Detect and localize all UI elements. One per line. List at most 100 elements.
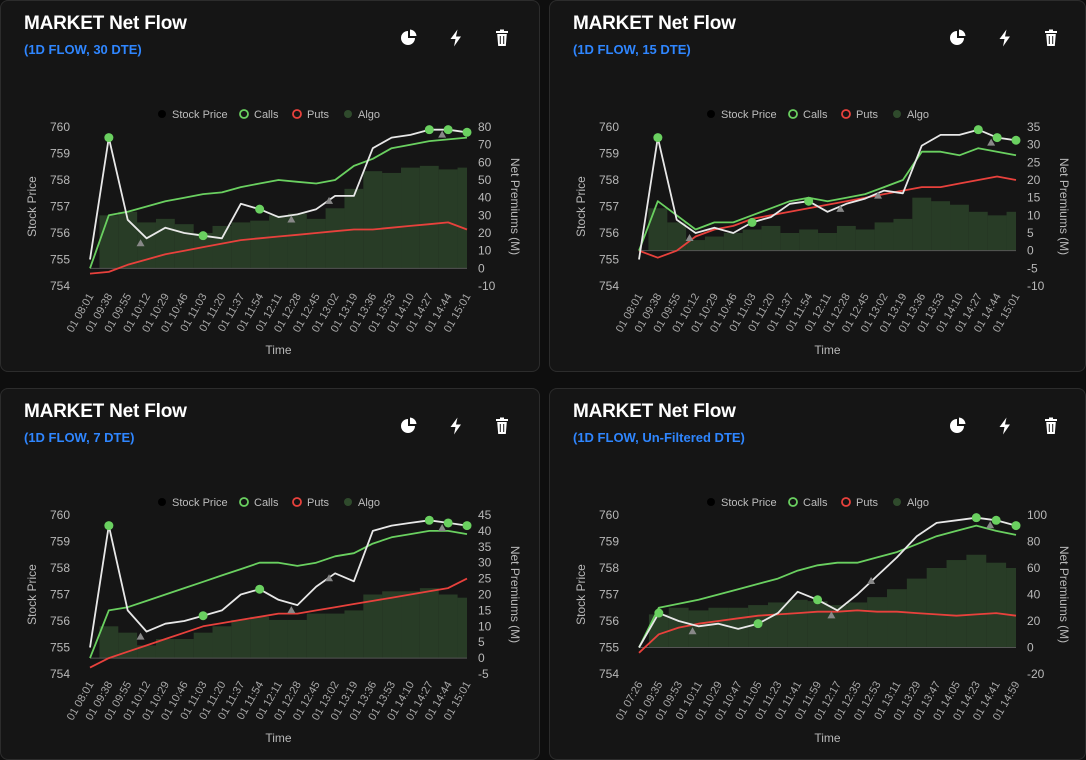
bolt-icon[interactable] xyxy=(995,28,1015,48)
algo-marker xyxy=(438,130,447,138)
trash-icon[interactable] xyxy=(1041,28,1061,48)
algo-bar xyxy=(419,165,439,269)
legend-label-puts: Puts xyxy=(307,497,330,509)
algo-marker xyxy=(688,627,697,635)
y2-tick-label: 20 xyxy=(1027,173,1041,187)
y2-tick-label: 10 xyxy=(478,619,492,633)
legend-marker-stock xyxy=(158,110,166,118)
algo-bar xyxy=(344,610,364,659)
legend-marker-puts xyxy=(841,109,851,119)
net-flow-chart: Stock Price Calls Puts Algo 760 759 758 757 756 7… xyxy=(574,109,1071,357)
calls-marker xyxy=(462,521,472,531)
y2-tick-label: 0 xyxy=(478,651,485,665)
algo-bar xyxy=(401,167,420,269)
algo-bar xyxy=(306,613,326,659)
algo-bar xyxy=(137,645,156,659)
algo-bar xyxy=(155,218,175,269)
algo-bar xyxy=(231,222,251,269)
y2-axis-title: Net Premiums (M) xyxy=(1057,546,1071,643)
calls-marker xyxy=(104,521,114,531)
stock-price-line xyxy=(89,128,468,260)
panel-subtitle: (1D FLOW, 15 DTE) xyxy=(573,42,691,57)
y-tick-label: 757 xyxy=(50,200,70,214)
bolt-icon[interactable] xyxy=(446,28,466,48)
algo-bar xyxy=(363,171,383,269)
trash-icon[interactable] xyxy=(492,416,512,436)
y-axis-title: Stock Price xyxy=(25,564,39,625)
algo-bar xyxy=(893,218,913,251)
y-tick-label: 758 xyxy=(599,561,619,575)
y-tick-label: 760 xyxy=(50,120,70,134)
algo-marker xyxy=(438,523,447,531)
legend-label-puts: Puts xyxy=(307,109,330,121)
pie-chart-icon[interactable] xyxy=(948,28,968,48)
y2-tick-label: 0 xyxy=(1027,244,1034,258)
chart-legend: Stock Price Calls Puts Algo xyxy=(707,497,929,509)
y-tick-label: 754 xyxy=(599,279,619,293)
bolt-icon[interactable] xyxy=(446,416,466,436)
bolt-icon[interactable] xyxy=(995,416,1015,436)
calls-line xyxy=(89,530,468,659)
algo-bar xyxy=(818,233,837,251)
algo-marker xyxy=(136,632,145,640)
algo-bar xyxy=(193,632,213,659)
legend-label-calls: Calls xyxy=(803,497,828,509)
legend-label-stock: Stock Price xyxy=(721,109,777,121)
legend-label-stock: Stock Price xyxy=(721,497,777,509)
y2-tick-label: 20 xyxy=(1027,614,1041,628)
x-axis-title: Time xyxy=(814,343,841,357)
y-tick-label: 758 xyxy=(50,561,70,575)
y2-axis-title: Net Premiums (M) xyxy=(1057,158,1071,255)
algo-bar xyxy=(231,619,251,659)
calls-marker xyxy=(992,133,1002,143)
legend-label-stock: Stock Price xyxy=(172,109,228,121)
y2-tick-label: 35 xyxy=(1027,120,1041,134)
legend-marker-calls xyxy=(239,497,249,507)
trash-icon[interactable] xyxy=(492,28,512,48)
legend-marker-algo xyxy=(344,110,352,118)
algo-bar xyxy=(457,167,467,269)
trash-icon[interactable] xyxy=(1041,416,1061,436)
puts-line xyxy=(89,221,468,275)
algo-bar xyxy=(780,233,800,251)
algo-bar xyxy=(382,591,402,659)
pie-chart-icon[interactable] xyxy=(399,416,419,436)
calls-marker xyxy=(753,619,763,629)
y-tick-label: 754 xyxy=(599,667,619,681)
puts-line xyxy=(638,175,1017,259)
algo-marker xyxy=(685,234,694,241)
algo-bar xyxy=(723,233,743,251)
y2-tick-label: -20 xyxy=(1027,667,1045,681)
y-axis-title: Stock Price xyxy=(574,176,588,237)
net-flow-chart: Stock Price Calls Puts Algo 760 759 758 757 756 7… xyxy=(25,109,522,357)
y2-tick-label: 60 xyxy=(1027,561,1041,575)
algo-bar xyxy=(742,229,762,251)
calls-marker xyxy=(654,608,664,618)
pie-chart-icon[interactable] xyxy=(399,28,419,48)
algo-bar xyxy=(118,211,138,269)
panel-subtitle: (1D FLOW, Un-Filtered DTE) xyxy=(573,430,745,445)
net-flow-panel-15dte: MARKET Net Flow (1D FLOW, 15 DTE) Stock … xyxy=(549,0,1086,372)
calls-marker xyxy=(747,217,757,227)
algo-bar xyxy=(807,601,828,648)
y-tick-label: 758 xyxy=(50,173,70,187)
y2-axis-title: Net Premiums (M) xyxy=(508,546,522,643)
y2-tick-label: 5 xyxy=(1027,226,1034,240)
calls-line xyxy=(638,147,1017,252)
algo-bar xyxy=(306,218,326,269)
algo-bar xyxy=(867,597,888,648)
stock-price-line xyxy=(89,519,468,648)
algo-bar xyxy=(787,599,808,648)
algo-marker xyxy=(867,576,876,584)
algo-bar xyxy=(767,602,788,648)
pie-chart-icon[interactable] xyxy=(948,416,968,436)
y2-tick-label: 40 xyxy=(478,191,492,205)
panel-subtitle: (1D FLOW, 7 DTE) xyxy=(24,430,135,445)
y2-tick-label: 10 xyxy=(478,244,492,258)
legend-label-calls: Calls xyxy=(254,109,279,121)
net-flow-chart: Stock Price Calls Puts Algo 760 759 758 757 756 7… xyxy=(574,497,1071,745)
algo-bar xyxy=(946,560,967,648)
algo-marker xyxy=(836,204,845,212)
y2-tick-label: 0 xyxy=(478,261,485,275)
algo-bar xyxy=(688,610,709,648)
